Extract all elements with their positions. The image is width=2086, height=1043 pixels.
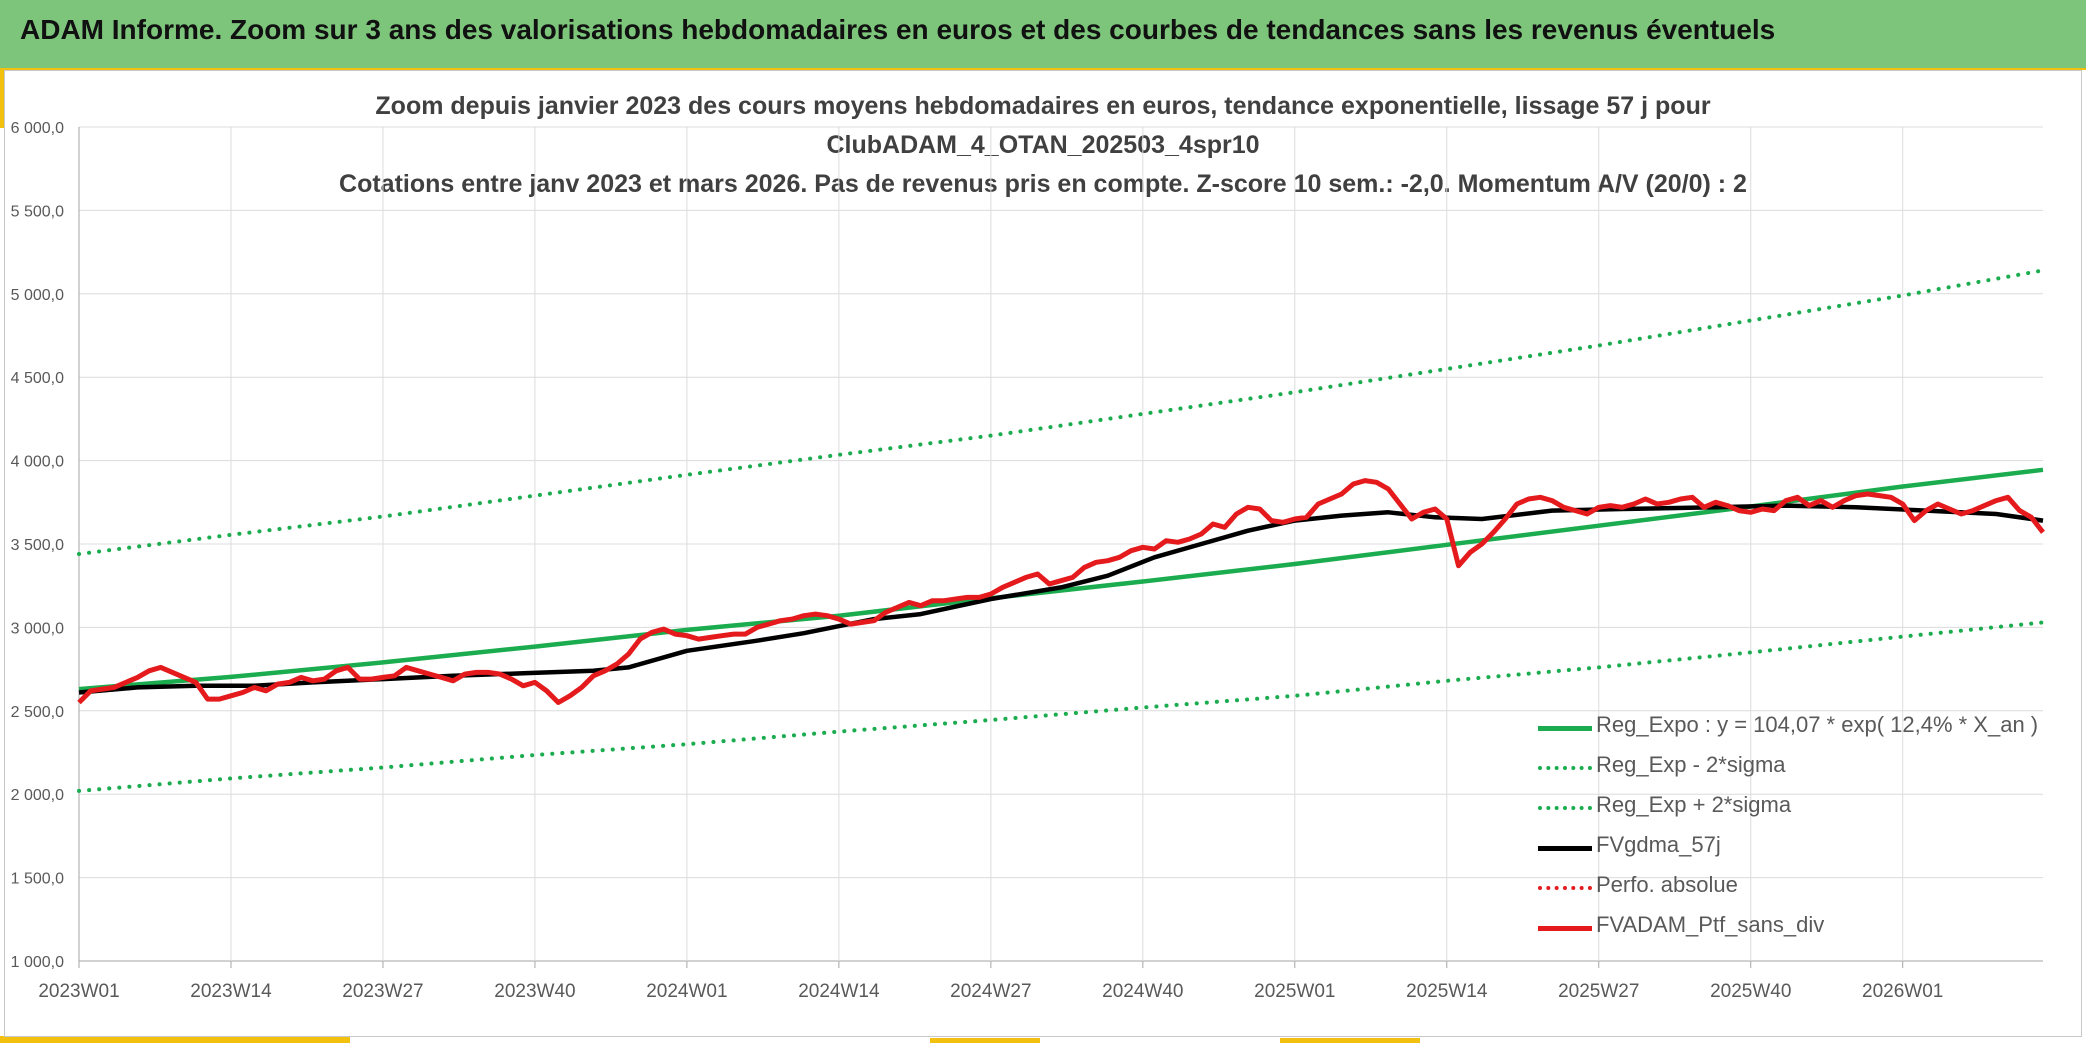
series-line-fvgdma_57j xyxy=(78,503,2044,695)
legend-swatch xyxy=(1538,806,1592,810)
chart-title-line-3: Cotations entre janv 2023 et mars 2026. … xyxy=(339,170,1747,198)
x-tick-label: 2026W01 xyxy=(1862,981,1943,1002)
x-tick-label: 2024W40 xyxy=(1102,981,1183,1002)
x-tick-label: 2025W40 xyxy=(1710,981,1791,1002)
legend-label: FVADAM_Ptf_sans_div xyxy=(1596,912,1825,937)
accent-bar-bottom-mid xyxy=(930,1038,1040,1043)
x-tick-label: 2024W14 xyxy=(798,981,880,1002)
header-bar: ADAM Informe. Zoom sur 3 ans des valoris… xyxy=(0,0,2086,70)
legend-swatch xyxy=(1538,766,1592,770)
chart-area xyxy=(4,70,2082,1037)
x-tick-label: 2023W01 xyxy=(38,981,119,1002)
legend-label: Reg_Expo : y = 104,07 * exp( 12,4% * X_a… xyxy=(1596,712,2039,737)
x-tick-label: 2025W14 xyxy=(1406,981,1488,1002)
chart-title-line-2: ClubADAM_4_OTAN_202503_4spr10 xyxy=(826,131,1260,159)
y-tick-label: 4 500,0 xyxy=(11,370,64,387)
x-tick-label: 2023W40 xyxy=(494,981,575,1002)
y-tick-label: 2 500,0 xyxy=(11,704,64,721)
y-tick-label: 1 000,0 xyxy=(11,954,64,971)
series-line-fvadam_ptf_sans_div xyxy=(77,478,2045,705)
x-tick-label: 2024W27 xyxy=(950,981,1031,1002)
x-tick-label: 2025W01 xyxy=(1254,981,1335,1002)
legend-label: Reg_Exp - 2*sigma xyxy=(1596,752,1786,777)
legend-label: Perfo. absolue xyxy=(1596,872,1738,897)
y-tick-label: 1 500,0 xyxy=(11,871,64,888)
x-tick-label: 2023W14 xyxy=(190,981,272,1002)
series-line-reg_exp xyxy=(77,620,2045,793)
y-tick-label: 4 000,0 xyxy=(11,454,64,471)
x-tick-label: 2025W27 xyxy=(1558,981,1639,1002)
gridlines xyxy=(78,126,2043,968)
x-tick-label: 2023W27 xyxy=(342,981,423,1002)
legend-swatch xyxy=(1538,846,1592,851)
legend-swatch xyxy=(1538,926,1592,931)
legend-swatch xyxy=(1538,726,1592,731)
y-tick-label: 6 000,0 xyxy=(11,120,64,137)
y-tick-label: 3 500,0 xyxy=(11,537,64,554)
accent-bar-bottom-right xyxy=(1280,1038,1420,1043)
series-line-reg_exp xyxy=(77,268,2045,556)
y-tick-label: 2 000,0 xyxy=(11,787,64,804)
legend-label: Reg_Exp + 2*sigma xyxy=(1596,792,1792,817)
x-tick-label: 2024W01 xyxy=(646,981,727,1002)
legend-label: FVgdma_57j xyxy=(1596,832,1721,857)
series-line-reg_expo xyxy=(78,467,2044,692)
page-title: ADAM Informe. Zoom sur 3 ans des valoris… xyxy=(20,14,1776,45)
y-tick-label: 5 000,0 xyxy=(11,287,64,304)
y-tick-label: 5 500,0 xyxy=(11,203,64,220)
accent-bar-left xyxy=(0,68,6,128)
accent-bar-bottom-left xyxy=(0,1036,350,1043)
y-tick-label: 3 000,0 xyxy=(11,620,64,637)
legend-swatch xyxy=(1538,886,1592,890)
y-axis-ticks: 1 000,0 1 500,0 2 000,0 2 500,0 3 000,0 3 500… xyxy=(11,120,64,971)
x-axis-ticks: 2023W01 2023W14 2023W27 2023W40 2024W01 2024W… xyxy=(38,981,1943,1002)
series-layer xyxy=(77,268,2045,793)
chart-title-line-1: Zoom depuis janvier 2023 des cours moyen… xyxy=(375,92,1711,120)
